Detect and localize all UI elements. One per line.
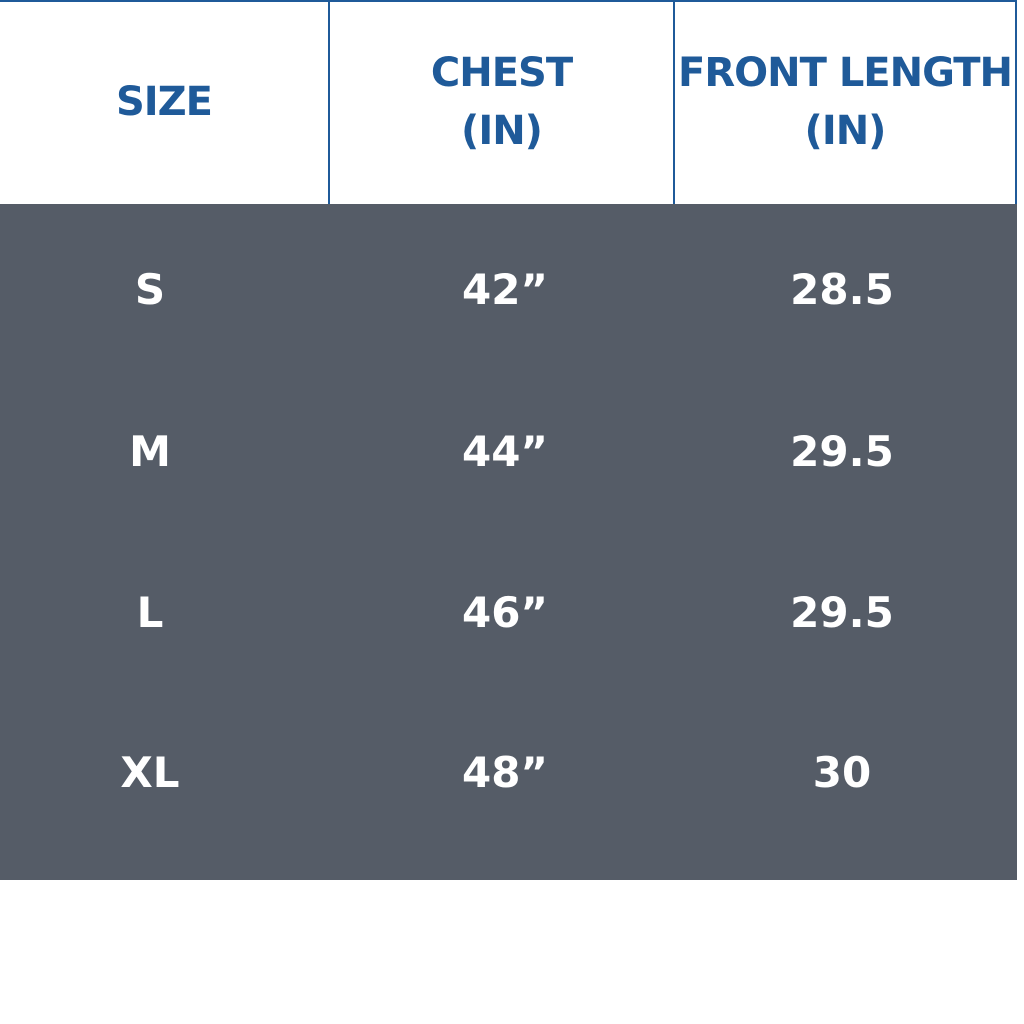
table-cell: 44” <box>461 427 549 476</box>
table-body <box>0 204 1017 880</box>
table-cell: 42” <box>461 265 549 314</box>
header-cell: CHEST (IN) <box>330 0 673 204</box>
table-cell: 28.5 <box>790 265 894 314</box>
header-text: SIZE <box>115 79 213 125</box>
table-cell: S <box>134 265 166 314</box>
table-cell: M <box>129 427 171 476</box>
header-cell: SIZE <box>0 0 328 204</box>
table-cell: 29.5 <box>790 427 894 476</box>
table-cell: L <box>136 588 164 637</box>
header-cell: FRONT LENGTH (IN) <box>675 0 1015 204</box>
table-cell: XL <box>120 748 180 797</box>
header-text: (IN) <box>804 108 887 154</box>
header-text: FRONT LENGTH <box>678 50 1013 96</box>
column-divider <box>673 0 675 204</box>
header-text: CHEST <box>430 50 573 96</box>
header-row <box>0 0 1017 204</box>
table-cell: 48” <box>461 748 549 797</box>
table-cell: 30 <box>812 748 872 797</box>
column-divider <box>328 0 330 204</box>
table-cell: 29.5 <box>790 588 894 637</box>
header-text: (IN) <box>461 108 543 154</box>
table-cell: 46” <box>461 588 549 637</box>
